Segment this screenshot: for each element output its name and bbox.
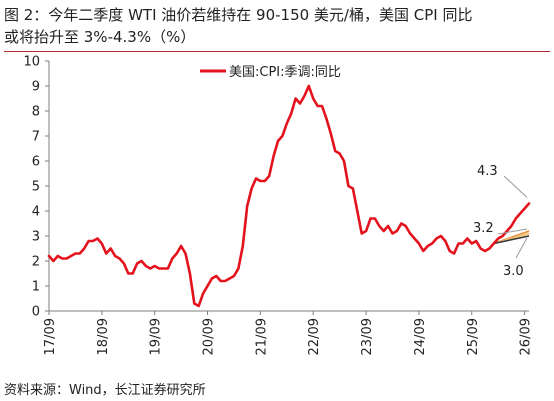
x-tick-label: 25/09 <box>466 318 481 355</box>
y-tick-label: 4 <box>32 205 40 220</box>
annotation-high-label: 4.3 <box>477 164 498 179</box>
annotation-mid-label: 3.2 <box>473 221 494 236</box>
source-note: 资料来源：Wind，长江证券研究所 <box>4 383 206 398</box>
x-tick-label: 19/09 <box>149 318 164 355</box>
annotation-low-label: 3.0 <box>503 264 524 279</box>
title-line-1: 图 2：今年二季度 WTI 油价若维持在 90-150 美元/桶，美国 CPI … <box>4 6 473 24</box>
y-tick-label: 5 <box>32 180 40 195</box>
x-tick-label: 17/09 <box>43 318 58 355</box>
scenario-line-3 <box>493 235 530 245</box>
title-divider <box>4 51 550 52</box>
title-line-2: 或将抬升至 3%-4.3%（%） <box>4 28 196 46</box>
x-tick-label: 21/09 <box>254 318 269 355</box>
x-tick-label: 22/09 <box>307 318 322 355</box>
y-tick-label: 6 <box>32 155 40 170</box>
y-tick-label: 3 <box>32 230 40 245</box>
annotation-leader-mid <box>497 228 528 235</box>
y-tick-label: 0 <box>32 305 40 320</box>
y-tick-label: 2 <box>32 255 40 270</box>
x-tick-label: 26/09 <box>519 318 534 355</box>
legend-label: 美国:CPI:季调:同比 <box>229 65 341 80</box>
x-tick-label: 18/09 <box>96 318 111 355</box>
x-tick-label: 20/09 <box>202 318 217 355</box>
x-tick-label: 24/09 <box>413 318 428 355</box>
annotation-leader-low <box>515 237 528 259</box>
y-tick-label: 8 <box>32 105 40 120</box>
y-tick-label: 1 <box>32 280 40 295</box>
chart-title: 图 2：今年二季度 WTI 油价若维持在 90-150 美元/桶，美国 CPI … <box>4 4 550 48</box>
y-tick-label: 9 <box>32 80 40 95</box>
x-tick-label: 23/09 <box>360 318 375 355</box>
y-tick-label: 10 <box>23 55 40 70</box>
series-line-us-cpi <box>47 84 531 308</box>
y-tick-label: 7 <box>32 130 40 145</box>
annotation-leader-high <box>503 175 528 198</box>
